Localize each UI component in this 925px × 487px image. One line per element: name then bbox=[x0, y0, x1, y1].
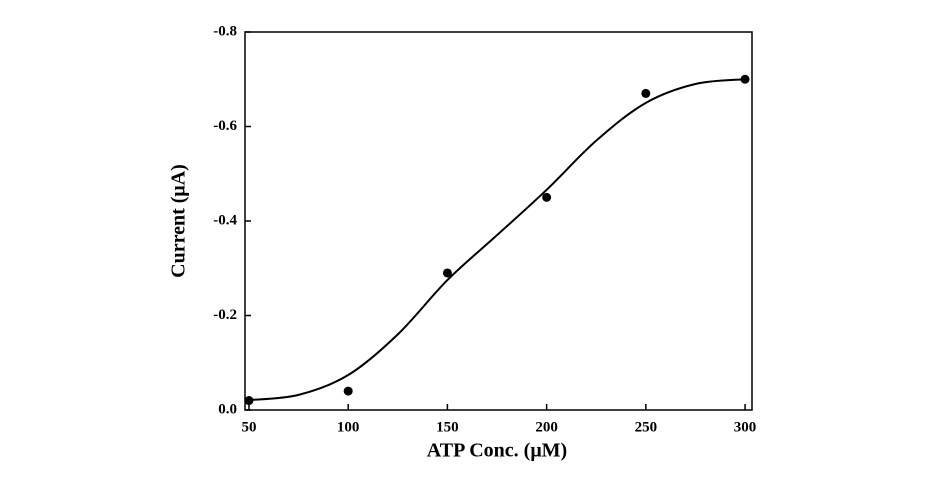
x-tick-label: 100 bbox=[337, 419, 360, 435]
x-axis-label: ATP Conc. (μM) bbox=[427, 440, 567, 462]
fit-line bbox=[248, 78, 746, 402]
data-point bbox=[641, 88, 651, 98]
y-axis-label: Current (μA) bbox=[168, 164, 190, 278]
x-tick-label: 50 bbox=[241, 419, 256, 435]
y-tick-label: -0.6 bbox=[213, 118, 237, 134]
y-tick-label: -0.4 bbox=[213, 212, 237, 228]
x-tick-label: 250 bbox=[635, 419, 658, 435]
data-point bbox=[244, 396, 254, 406]
data-point bbox=[343, 386, 353, 396]
x-tick-label: 150 bbox=[436, 419, 459, 435]
x-tick-label: 300 bbox=[734, 419, 757, 435]
y-tick-label: -0.2 bbox=[213, 307, 237, 323]
x-tick-label: 200 bbox=[535, 419, 558, 435]
data-point bbox=[442, 268, 452, 278]
data-point bbox=[542, 192, 552, 202]
y-tick-label: -0.8 bbox=[213, 23, 237, 39]
y-tick-label: 0.0 bbox=[218, 401, 237, 417]
